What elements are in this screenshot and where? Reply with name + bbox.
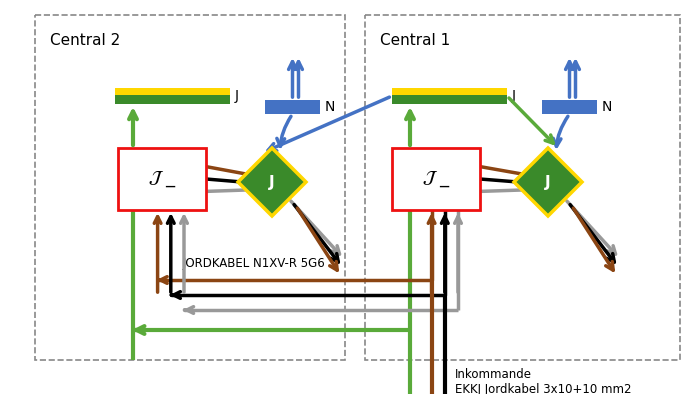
Bar (542, 100, 597, 114)
Bar (365, 15, 680, 360)
Bar (265, 100, 320, 114)
Bar (118, 148, 206, 210)
Bar (392, 88, 507, 95)
Polygon shape (514, 148, 582, 216)
Polygon shape (238, 148, 306, 216)
Text: J: J (545, 175, 551, 190)
Bar (115, 95, 230, 104)
Bar (392, 148, 480, 210)
Text: J: J (270, 175, 275, 190)
Text: $\mathcal{J}$ _: $\mathcal{J}$ _ (422, 169, 450, 189)
Text: N: N (602, 100, 612, 114)
Bar (115, 88, 230, 95)
Text: $\mathcal{J}$ _: $\mathcal{J}$ _ (148, 169, 176, 189)
Text: JORDKABEL N1XV-R 5G6: JORDKABEL N1XV-R 5G6 (183, 257, 326, 270)
Text: Central 1: Central 1 (380, 33, 450, 48)
Text: Inkommande
EKKJ Jordkabel 3x10+10 mm2: Inkommande EKKJ Jordkabel 3x10+10 mm2 (455, 368, 631, 394)
Text: N: N (325, 100, 335, 114)
Bar (35, 15, 345, 360)
Text: J: J (235, 89, 239, 103)
Bar (392, 95, 507, 104)
Text: Central 2: Central 2 (50, 33, 120, 48)
Text: J: J (512, 89, 516, 103)
